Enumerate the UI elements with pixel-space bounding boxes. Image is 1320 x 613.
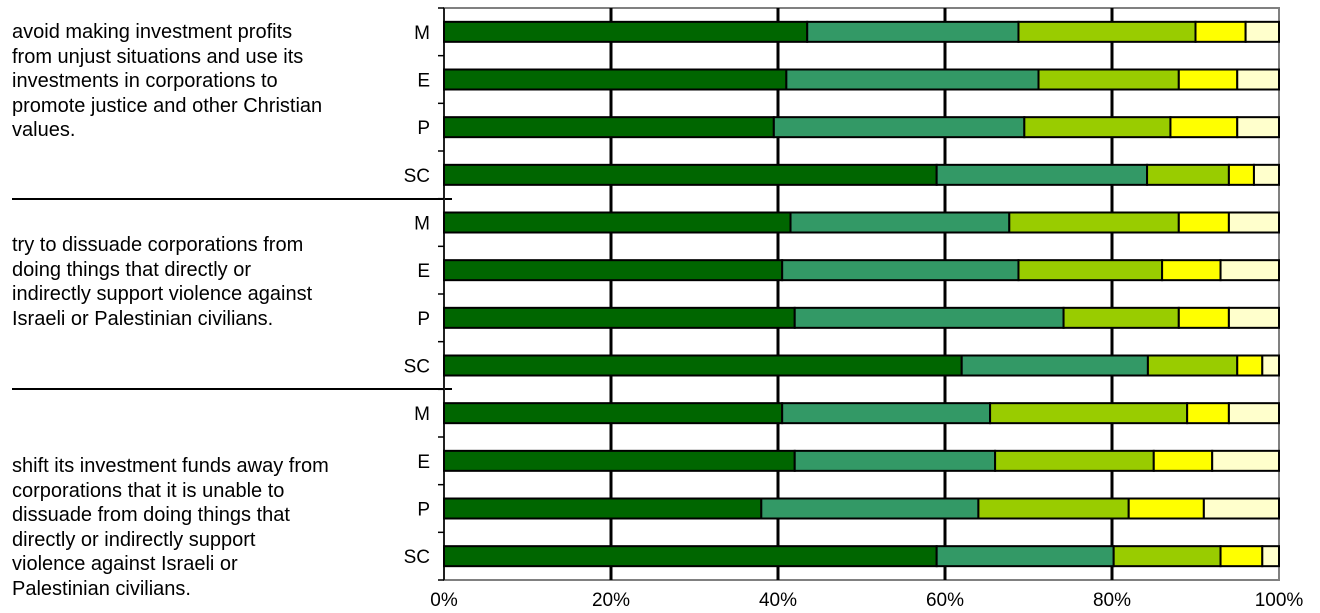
bar-6-segment-5: [1219, 259, 1281, 282]
bar-8-segment-1: [443, 354, 963, 377]
bar-11-segment-3: [977, 497, 1130, 520]
bar-1-segment-5: [1244, 20, 1280, 43]
category-label-12: SC: [404, 547, 430, 568]
bar-11-segment-2: [760, 497, 980, 520]
question-1-text: avoid making investment profits from unj…: [12, 21, 323, 141]
bar-11-segment-4: [1127, 497, 1205, 520]
bar-4-segment-3: [1146, 163, 1230, 186]
bar-10-segment-3: [994, 449, 1155, 472]
bar-3-segment-4: [1169, 116, 1239, 139]
bar-1-segment-3: [1017, 20, 1197, 43]
bar-10-segment-4: [1152, 449, 1214, 472]
category-label-1: M: [414, 23, 430, 44]
bar-7-segment-3: [1062, 306, 1180, 329]
category-label-4: SC: [404, 166, 430, 187]
bar-9-segment-4: [1186, 402, 1230, 425]
bar-2-segment-2: [785, 68, 1040, 91]
bar-7-segment-4: [1177, 306, 1230, 329]
x-tick-label-100pct: 100%: [1255, 590, 1304, 611]
bar-3-segment-1: [443, 116, 775, 139]
bar-5-segment-4: [1177, 211, 1230, 234]
bar-11-segment-1: [443, 497, 763, 520]
group-separator-2: [12, 388, 452, 390]
bar-12-segment-2: [935, 545, 1115, 568]
bar-8-segment-5: [1261, 354, 1281, 377]
bar-7-segment-1: [443, 306, 796, 329]
bar-1-segment-4: [1194, 20, 1247, 43]
bar-4-segment-1: [443, 163, 938, 186]
category-label-5: M: [414, 214, 430, 235]
bar-5-segment-1: [443, 211, 792, 234]
category-label-9: M: [414, 404, 430, 425]
bar-4-segment-4: [1227, 163, 1255, 186]
bar-7-segment-5: [1227, 306, 1281, 329]
x-tick-label-60pct: 60%: [926, 590, 964, 611]
bar-4-segment-5: [1252, 163, 1280, 186]
bar-3-segment-2: [772, 116, 1026, 139]
bar-4-segment-2: [935, 163, 1149, 186]
bar-2-segment-4: [1177, 68, 1239, 91]
bar-8-segment-2: [960, 354, 1149, 377]
category-label-3: P: [417, 118, 430, 139]
bar-9-segment-2: [781, 402, 992, 425]
bar-1-segment-1: [443, 20, 809, 43]
plot-area-border: [443, 7, 1280, 581]
bar-7-segment-2: [793, 306, 1065, 329]
bar-5-segment-3: [1008, 211, 1180, 234]
bar-8-segment-4: [1236, 354, 1264, 377]
bar-8-segment-3: [1146, 354, 1239, 377]
category-label-6: E: [417, 261, 430, 282]
bar-12-segment-4: [1219, 545, 1264, 568]
category-label-10: E: [417, 452, 430, 473]
question-3-text: shift its investment funds away from cor…: [12, 455, 329, 600]
bar-11-segment-5: [1202, 497, 1280, 520]
bar-6-segment-1: [443, 259, 784, 282]
bar-3-segment-3: [1023, 116, 1172, 139]
category-label-11: P: [417, 500, 430, 521]
bar-10-segment-5: [1211, 449, 1280, 472]
category-label-2: E: [417, 71, 430, 92]
bar-5-segment-2: [789, 211, 1011, 234]
bar-1-segment-2: [806, 20, 1020, 43]
bar-10-segment-1: [443, 449, 796, 472]
bar-6-segment-4: [1161, 259, 1222, 282]
category-label-7: P: [417, 309, 430, 330]
bar-9-segment-1: [443, 402, 784, 425]
x-tick-label-0pct: 0%: [430, 590, 458, 611]
bar-9-segment-3: [989, 402, 1189, 425]
group-separator-1: [12, 198, 452, 200]
bar-12-segment-5: [1261, 545, 1281, 568]
bar-2-segment-3: [1037, 68, 1180, 91]
bar-6-segment-2: [781, 259, 1020, 282]
question-2-text: try to dissuade corporations from doing …: [12, 234, 313, 330]
bar-12-segment-1: [443, 545, 938, 568]
x-tick-label-20pct: 20%: [592, 590, 630, 611]
bar-10-segment-2: [793, 449, 997, 472]
bar-5-segment-5: [1227, 211, 1281, 234]
x-tick-label-80pct: 80%: [1093, 590, 1131, 611]
bar-12-segment-3: [1112, 545, 1222, 568]
bar-6-segment-3: [1017, 259, 1164, 282]
bar-2-segment-1: [443, 68, 788, 91]
bar-2-segment-5: [1236, 68, 1280, 91]
x-tick-label-40pct: 40%: [759, 590, 797, 611]
category-label-8: SC: [404, 357, 430, 378]
bar-9-segment-5: [1227, 402, 1281, 425]
bar-3-segment-5: [1236, 116, 1280, 139]
